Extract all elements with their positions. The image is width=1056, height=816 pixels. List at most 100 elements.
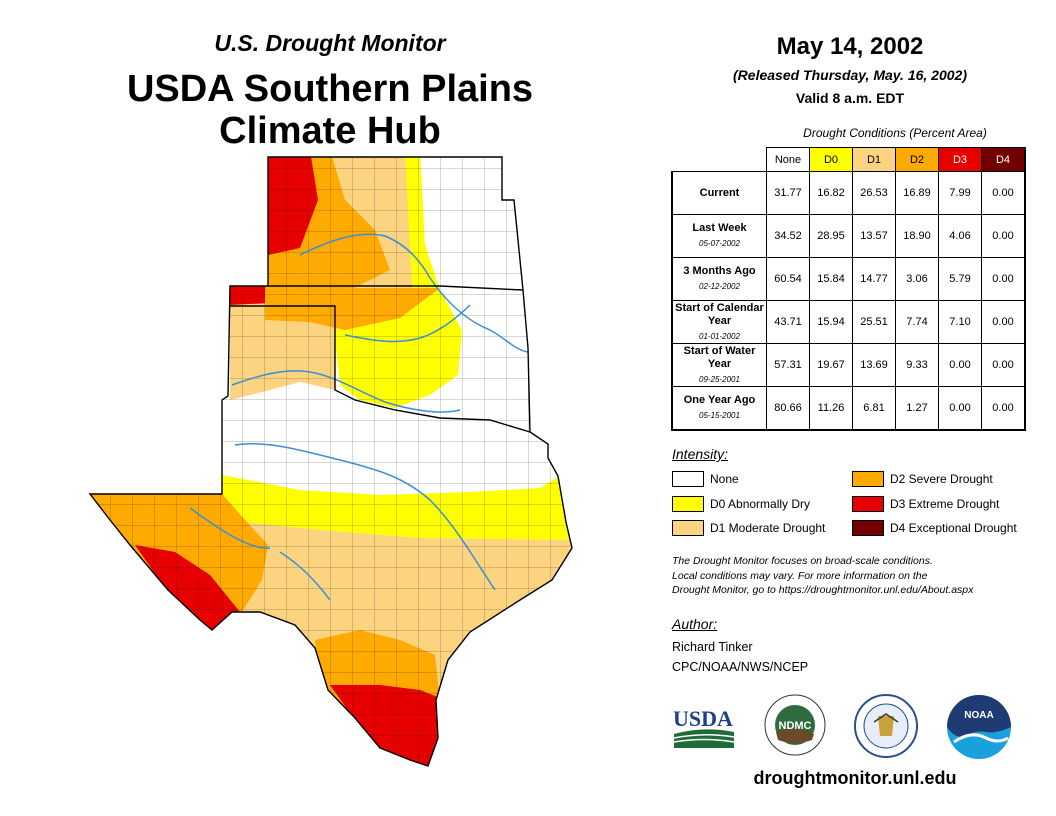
legend-swatch	[672, 471, 704, 487]
note-line: Local conditions may vary. For more info…	[672, 569, 928, 582]
table-corner	[672, 148, 767, 172]
footer-url[interactable]: droughtmonitor.unl.edu	[753, 768, 957, 788]
legend-swatch	[672, 496, 704, 512]
row-date: 05-07-2002	[699, 239, 740, 248]
usda-logo: USDA	[672, 702, 736, 750]
legend-swatch	[672, 520, 704, 536]
note-line: The Drought Monitor focuses on broad-sca…	[672, 555, 933, 567]
table-cell: 0.00	[981, 257, 1026, 301]
legend-item-d1: D1 Moderate Drought	[672, 520, 825, 536]
col-header: D2	[895, 147, 939, 172]
table-cell: 15.94	[809, 300, 853, 344]
col-header: D3	[938, 147, 982, 172]
table-cell: 7.10	[938, 300, 982, 344]
drought-table: None D0 D1 D2 D3 D4 Current 31.77 16.82 26.…	[671, 147, 1026, 431]
doc-seal-graphic	[854, 694, 918, 758]
legend-swatch	[852, 520, 884, 536]
rivers	[189, 233, 529, 601]
table-row: Current 31.77 16.82 26.53 16.89 7.99 0.00	[671, 171, 1026, 215]
table-cell: 0.00	[981, 300, 1026, 344]
noaa-logo: NOAA	[946, 694, 1012, 760]
usda-logo-text: USDA	[673, 706, 733, 731]
table-cell: 25.51	[852, 300, 896, 344]
legend-label: None	[710, 472, 739, 486]
table-caption: Drought Conditions (Percent Area)	[803, 126, 987, 140]
table-cell: 0.00	[981, 386, 1026, 431]
table-cell: 3.06	[895, 257, 939, 301]
table-cell: 28.95	[809, 214, 853, 258]
table-row: Start of Calendar Year 01-01-2002 43.71 15.…	[671, 300, 1026, 344]
table-cell: 7.99	[938, 171, 982, 215]
drought-map	[88, 156, 573, 767]
row-label: Current	[671, 171, 767, 215]
table-cell: 15.84	[809, 257, 853, 301]
legend-label: D4 Exceptional Drought	[890, 521, 1017, 535]
legend-item-none: None	[672, 471, 739, 487]
table-row: Start of Water Year 09-25-2001 57.31 19.67 1…	[671, 343, 1026, 387]
legend-item-d0: D0 Abnormally Dry	[672, 496, 810, 512]
row-label-text: 3 Months Ago	[683, 265, 756, 277]
ndmc-logo-graphic: NDMC	[764, 694, 826, 756]
legend-label: D3 Extreme Drought	[890, 497, 1000, 511]
table-cell: 18.90	[895, 214, 939, 258]
table-cell: 14.77	[852, 257, 896, 301]
legend-item-d4: D4 Exceptional Drought	[852, 520, 1017, 536]
table-cell: 16.89	[895, 171, 939, 215]
table-cell: 9.33	[895, 343, 939, 387]
row-date: 02-12-2002	[699, 282, 740, 291]
table-row: 3 Months Ago 02-12-2002 60.54 15.84 14.77 3.0…	[671, 257, 1026, 301]
table-cell: 80.66	[766, 386, 810, 431]
col-header: D4	[981, 147, 1026, 172]
table-cell: 16.82	[809, 171, 853, 215]
row-label-text: One Year Ago	[683, 394, 756, 406]
table-cell: 26.53	[852, 171, 896, 215]
table-cell: 0.00	[938, 386, 982, 431]
row-label-text: Last Week	[692, 222, 747, 234]
author-heading: Author:	[672, 616, 718, 632]
usda-logo-graphic: USDA	[673, 706, 735, 748]
table-cell: 43.71	[766, 300, 810, 344]
legend-item-d3: D3 Extreme Drought	[852, 496, 999, 512]
legend-swatch	[852, 496, 884, 512]
table-cell: 13.69	[852, 343, 896, 387]
col-header: D0	[809, 147, 853, 172]
legend-item-d2: D2 Severe Drought	[852, 471, 993, 487]
col-header: None	[766, 147, 810, 172]
ndmc-logo: NDMC	[764, 694, 826, 756]
table-cell: 11.26	[809, 386, 853, 431]
table-cell: 0.00	[981, 171, 1026, 215]
legend-swatch	[852, 471, 884, 487]
table-cell: 6.81	[852, 386, 896, 431]
table-cell: 60.54	[766, 257, 810, 301]
table-cell: 0.00	[938, 343, 982, 387]
table-cell: 4.06	[938, 214, 982, 258]
table-cell: 57.31	[766, 343, 810, 387]
author-name: Richard Tinker	[672, 640, 753, 654]
table-cell: 31.77	[766, 171, 810, 215]
map-title-line1: USDA Southern Plains	[126, 68, 534, 110]
note-line: Drought Monitor, go to https://droughtmo…	[672, 584, 974, 596]
table-cell: 13.57	[852, 214, 896, 258]
row-label-text: Start of Water Year	[683, 344, 756, 370]
row-label: Start of Calendar Year 01-01-2002	[671, 300, 767, 344]
table-row: One Year Ago 05-15-2001 80.66 11.26 6.81 1.27…	[671, 386, 1026, 431]
row-label: Last Week 05-07-2002	[671, 214, 767, 258]
table-row: Last Week 05-07-2002 34.52 28.95 13.57 18.90 4…	[671, 214, 1026, 258]
release-date: (Released Thursday, May. 16, 2002)	[733, 67, 967, 83]
state-borders	[88, 156, 573, 767]
valid-time: Valid 8 a.m. EDT	[795, 90, 905, 106]
table-cell: 5.79	[938, 257, 982, 301]
row-label-text: Start of Calendar Year	[675, 301, 764, 327]
legend-label: D2 Severe Drought	[890, 472, 993, 486]
disclaimer-note: The Drought Monitor focuses on broad-sca…	[672, 554, 1052, 598]
doc-seal-logo	[854, 694, 918, 758]
table-cell: 19.67	[809, 343, 853, 387]
noaa-logo-graphic: NOAA	[947, 695, 1011, 759]
table-cell: 34.52	[766, 214, 810, 258]
row-label: Start of Water Year 09-25-2001	[671, 343, 767, 387]
legend-label: D0 Abnormally Dry	[710, 497, 811, 511]
report-date: May 14, 2002	[776, 33, 924, 60]
map-title-line2: Climate Hub	[219, 110, 441, 152]
table-cell: 0.00	[981, 343, 1026, 387]
row-label-text: Current	[699, 186, 740, 199]
